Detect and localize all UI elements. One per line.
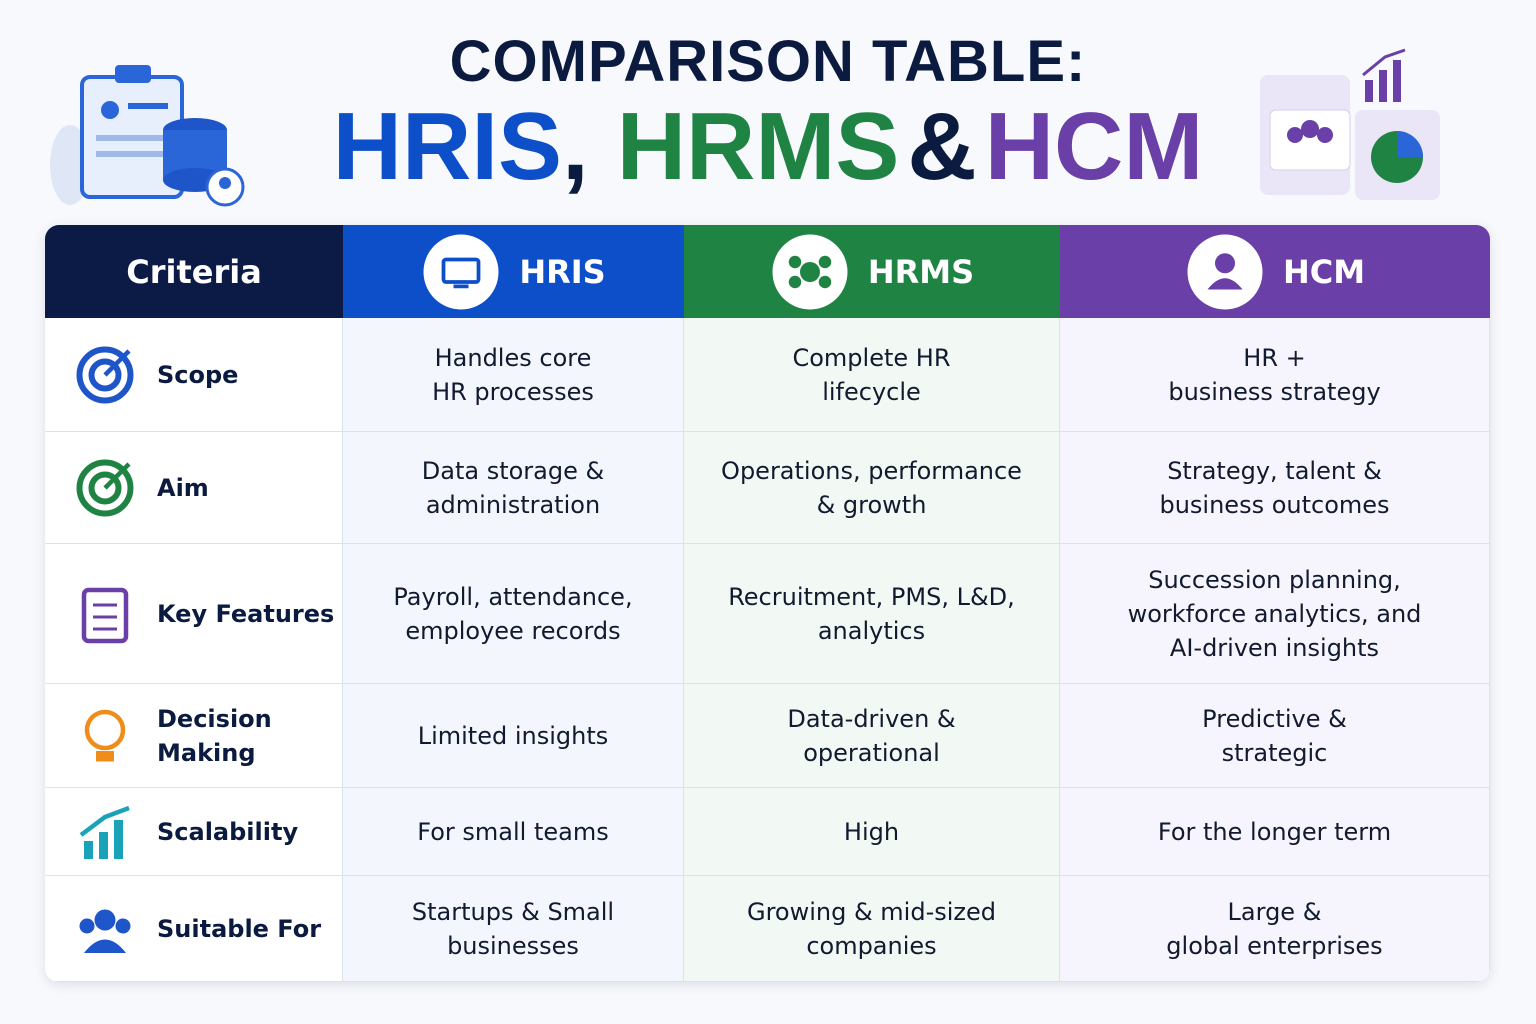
title-part: & [907, 93, 977, 200]
criterion-icon [76, 346, 134, 404]
criterion-icon [84, 709, 126, 762]
table-cell: Data storage & administration [343, 432, 684, 544]
criterion-icon [81, 587, 129, 644]
title-line1: COMPARISON TABLE: [449, 29, 1087, 94]
table-cell: High [684, 788, 1060, 876]
column-header: Criteria [45, 225, 343, 318]
table-cell: Data-driven & operational [684, 684, 1060, 788]
table-cell: Payroll, attendance, employee records [343, 544, 684, 684]
column-icon [423, 234, 499, 309]
criterion: Scope [45, 318, 343, 432]
table-cell: Operations, performance & growth [684, 432, 1060, 544]
table-cell: HR + business strategy [1060, 318, 1490, 432]
column-icon [1187, 234, 1263, 309]
table-cell: Succession planning, workforce analytics… [1060, 544, 1490, 684]
column-header: HRMS [684, 225, 1060, 318]
analytics-illustration [1260, 48, 1440, 200]
column-icon [772, 234, 848, 309]
column-header: HRIS [343, 225, 684, 318]
table-cell: Limited insights [343, 684, 684, 788]
title-line2: HRIS, HRMS&HCM [0, 92, 1536, 202]
criterion-icon [79, 909, 131, 953]
title-part: HCM [984, 93, 1204, 200]
table-cell: For the longer term [1060, 788, 1490, 876]
comparison-table: Criteria HRIS HRMS HCM Scope Handles core HR … [45, 225, 1490, 982]
title-part: HRMS [616, 93, 900, 200]
table-cell: Recruitment, PMS, L&D, analytics [684, 544, 1060, 684]
criterion-icon [79, 805, 130, 859]
table-cell: Startups & Small businesses [343, 876, 684, 982]
criterion: Suitable For [45, 876, 343, 982]
criterion: Decision Making [45, 684, 343, 788]
column-header: HCM [1060, 225, 1490, 318]
title-part: , [562, 93, 589, 200]
criterion: Scalability [45, 788, 343, 876]
criterion-icon [76, 459, 134, 517]
table-cell: Complete HR lifecycle [684, 318, 1060, 432]
clipboard-illustration [50, 65, 245, 207]
table-cell: Growing & mid-sized companies [684, 876, 1060, 982]
table-cell: Handles core HR processes [343, 318, 684, 432]
title-part: HRIS [332, 93, 563, 200]
table-cell: Predictive & strategic [1060, 684, 1490, 788]
table-cell: Strategy, talent & business outcomes [1060, 432, 1490, 544]
table-cell: Large & global enterprises [1060, 876, 1490, 982]
table-cell: For small teams [343, 788, 684, 876]
criterion: Aim [45, 432, 343, 544]
criterion: Key Features [45, 544, 343, 684]
